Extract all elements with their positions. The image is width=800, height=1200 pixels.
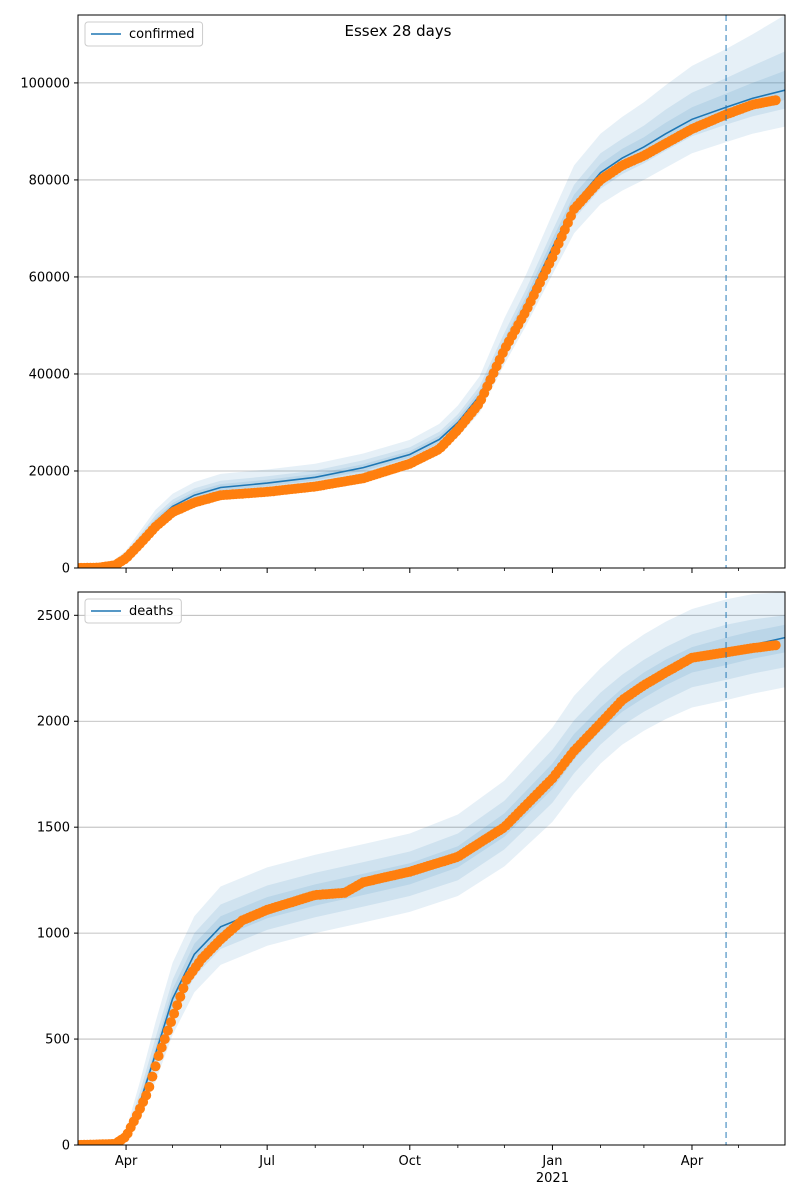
legend-box	[84, 21, 204, 47]
legend-box	[84, 598, 182, 624]
x-tick-label: Apr	[115, 1154, 138, 1169]
observed-point	[166, 1017, 176, 1028]
observed-point	[147, 1071, 158, 1082]
observed-point	[153, 1051, 164, 1061]
y-tick-label: 1000	[37, 927, 70, 942]
observed-point	[175, 991, 186, 1002]
observed-point	[169, 1008, 180, 1019]
y-tick-label: 1500	[37, 821, 70, 836]
plot-area	[78, 15, 785, 568]
observed-point	[172, 1000, 183, 1011]
deaths-panel: 0 500 1000 1500 2000 2500 deaths	[37, 591, 786, 1154]
y-tick-label: 100000	[20, 76, 70, 91]
y-tick-label: 20000	[29, 464, 70, 479]
confirmed-panel: 0 20000 40000 60000 80000 100000 confirmed	[20, 14, 786, 577]
y-tick-label: 500	[45, 1033, 70, 1048]
axes-frame	[77, 14, 786, 569]
observed-point	[150, 1061, 161, 1072]
observed-point	[770, 640, 781, 651]
observed-point	[162, 1025, 173, 1036]
y-tick-label: 2000	[37, 715, 70, 730]
y-tick-label: 2500	[37, 609, 70, 624]
x-year-label: 2021	[536, 1171, 569, 1186]
uncertainty-band	[78, 15, 785, 568]
x-axis: Apr Jul Oct Jan Apr 2021	[115, 1154, 704, 1186]
x-tick-label: Jan	[541, 1154, 562, 1169]
x-tick-label: Oct	[399, 1154, 421, 1169]
plot-area	[78, 592, 785, 1145]
legend-label: deaths	[129, 604, 174, 619]
axes-frame	[77, 591, 786, 1146]
y-tick-label: 0	[62, 1139, 70, 1154]
observed-point	[156, 1042, 167, 1053]
observed-point	[770, 95, 781, 106]
legend-label: confirmed	[129, 27, 195, 42]
uncertainty-band	[78, 615, 785, 1145]
observed-point	[178, 983, 189, 994]
y-tick-label: 40000	[29, 367, 70, 382]
legend: deaths	[84, 598, 182, 624]
y-tick-label: 0	[62, 562, 70, 577]
x-tick-label: Apr	[681, 1154, 704, 1169]
observed-point	[141, 1090, 152, 1101]
y-tick-label: 80000	[29, 173, 70, 188]
legend: confirmed	[84, 21, 204, 47]
x-tick-label: Jul	[258, 1154, 275, 1169]
chart-title: Essex 28 days	[345, 22, 452, 40]
observed-point	[159, 1034, 170, 1045]
y-tick-label: 60000	[29, 270, 70, 285]
observed-point	[144, 1081, 155, 1092]
